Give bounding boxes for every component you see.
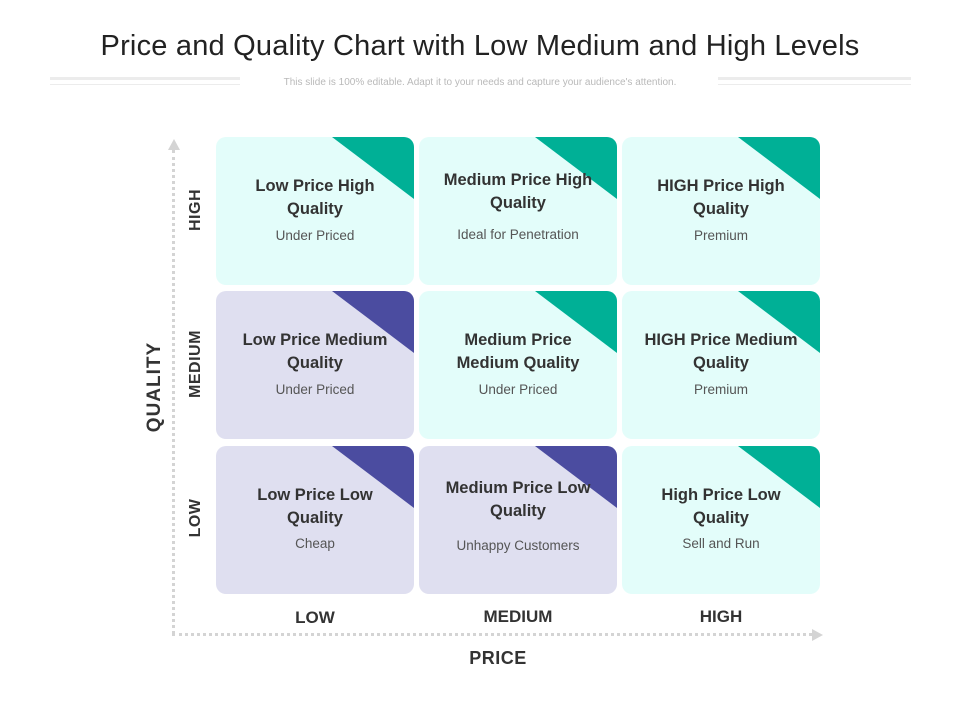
- cell-title: Low Price Low Quality: [257, 486, 373, 527]
- col-label-medium: MEDIUM: [483, 607, 553, 626]
- subtitle-divider-right: [718, 77, 911, 80]
- cell-low-price-high-quality: Low Price High Quality Under Priced: [216, 137, 414, 285]
- subtitle-divider-left-thin: [50, 84, 240, 85]
- subtitle-divider-left: [50, 77, 240, 80]
- cell-title: Medium Price Medium Quality: [456, 331, 580, 372]
- cell-description: Sell and Run: [682, 536, 760, 551]
- cell-description: Premium: [693, 382, 748, 397]
- col-label-high: HIGH: [699, 607, 743, 626]
- cell-title: Low Price Medium Quality: [242, 331, 388, 372]
- quality-axis-line: [172, 150, 175, 634]
- cell-title: High Price Low Quality: [661, 486, 781, 527]
- price-axis-title: PRICE: [469, 648, 527, 668]
- row-label-high: HIGH: [187, 189, 204, 231]
- price-axis-arrow-icon: [812, 629, 823, 641]
- cell-description: Ideal for Penetration: [457, 227, 579, 242]
- cell-low-price-medium-quality: Low Price Medium Quality Under Priced: [216, 291, 414, 439]
- cell-title: Medium Price High Quality: [443, 171, 593, 212]
- cell-description: Under Priced: [275, 228, 355, 243]
- cell-description: Cheap: [295, 536, 335, 551]
- cell-description: Under Priced: [478, 382, 558, 397]
- cell-high-price-low-quality: High Price Low Quality Sell and Run: [622, 446, 820, 594]
- cell-low-price-low-quality: Low Price Low Quality Cheap: [216, 446, 414, 594]
- row-label-medium: MEDIUM: [187, 330, 204, 398]
- row-label-low: LOW: [187, 498, 204, 538]
- subtitle-divider-right-thin: [718, 84, 911, 85]
- cell-medium-price-medium-quality: Medium Price Medium Quality Under Priced: [419, 291, 617, 439]
- cell-title: HIGH Price Medium Quality: [644, 331, 798, 372]
- cell-description: Unhappy Customers: [456, 538, 580, 553]
- cell-high-price-medium-quality: HIGH Price Medium Quality Premium: [622, 291, 820, 439]
- cell-medium-price-high-quality: Medium Price High Quality Ideal for Pene…: [419, 137, 617, 285]
- col-label-low: LOW: [295, 608, 335, 627]
- slide-title: Price and Quality Chart with Low Medium …: [100, 30, 860, 62]
- quality-axis-title: QUALITY: [144, 341, 165, 433]
- cell-medium-price-low-quality: Medium Price Low Quality Unhappy Custome…: [419, 446, 617, 594]
- cell-description: Premium: [693, 228, 748, 243]
- cell-title: Low Price High Quality: [255, 177, 375, 218]
- price-axis-line: [172, 633, 812, 636]
- cell-high-price-high-quality: HIGH Price High Quality Premium: [622, 137, 820, 285]
- cell-description: Under Priced: [275, 382, 355, 397]
- cell-title: HIGH Price High Quality: [657, 177, 785, 218]
- cell-title: Medium Price Low Quality: [445, 479, 591, 520]
- quality-axis-arrow-icon: [168, 139, 180, 150]
- slide-subtitle: This slide is 100% editable. Adapt it to…: [283, 77, 677, 88]
